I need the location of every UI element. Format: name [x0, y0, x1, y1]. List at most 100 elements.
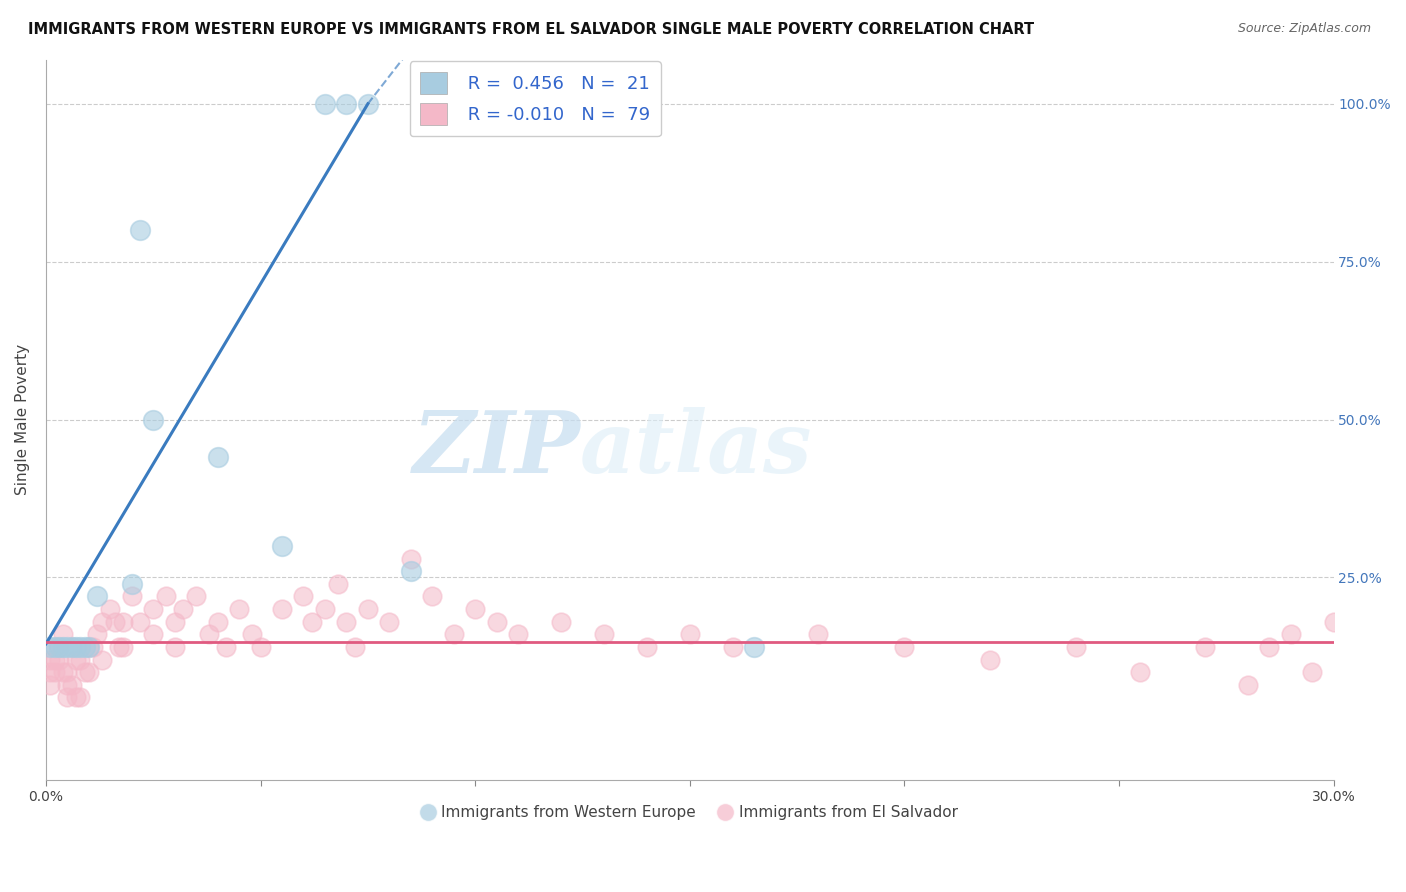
Point — [121, 577, 143, 591]
Point — [48, 640, 70, 654]
Point — [48, 652, 70, 666]
Point — [82, 640, 104, 654]
Point — [399, 551, 422, 566]
Point — [39, 652, 62, 666]
Point — [56, 665, 79, 680]
Point — [44, 640, 66, 654]
Point — [326, 577, 349, 591]
Point — [335, 96, 357, 111]
Point — [1344, 640, 1367, 654]
Point — [65, 690, 87, 705]
Point — [420, 590, 443, 604]
Point — [69, 640, 91, 654]
Point — [271, 539, 294, 553]
Point — [90, 652, 112, 666]
Point — [163, 640, 186, 654]
Point — [271, 602, 294, 616]
Point — [1322, 615, 1344, 629]
Point — [1279, 627, 1302, 641]
Point — [60, 640, 83, 654]
Point — [1365, 627, 1388, 641]
Point — [464, 602, 486, 616]
Point — [69, 690, 91, 705]
Point — [979, 652, 1001, 666]
Point — [44, 640, 66, 654]
Point — [77, 640, 100, 654]
Point — [39, 678, 62, 692]
Point — [86, 590, 108, 604]
Point — [52, 640, 75, 654]
Point — [48, 640, 70, 654]
Point — [679, 627, 702, 641]
Point — [44, 665, 66, 680]
Point — [65, 640, 87, 654]
Point — [39, 640, 62, 654]
Point — [98, 602, 121, 616]
Point — [56, 678, 79, 692]
Point — [207, 615, 229, 629]
Point — [77, 640, 100, 654]
Point — [69, 652, 91, 666]
Point — [357, 602, 380, 616]
Point — [893, 640, 915, 654]
Point — [77, 665, 100, 680]
Point — [485, 615, 508, 629]
Text: IMMIGRANTS FROM WESTERN EUROPE VS IMMIGRANTS FROM EL SALVADOR SINGLE MALE POVERT: IMMIGRANTS FROM WESTERN EUROPE VS IMMIGR… — [28, 22, 1035, 37]
Legend: Immigrants from Western Europe, Immigrants from El Salvador: Immigrants from Western Europe, Immigran… — [415, 798, 965, 826]
Point — [60, 678, 83, 692]
Point — [52, 627, 75, 641]
Point — [378, 615, 401, 629]
Point — [155, 590, 177, 604]
Point — [550, 615, 572, 629]
Point — [240, 627, 263, 641]
Point — [198, 627, 221, 641]
Point — [39, 665, 62, 680]
Point — [108, 640, 131, 654]
Point — [90, 615, 112, 629]
Point — [343, 640, 366, 654]
Point — [1301, 665, 1323, 680]
Point — [104, 615, 127, 629]
Point — [228, 602, 250, 616]
Point — [215, 640, 238, 654]
Point — [65, 652, 87, 666]
Point — [56, 690, 79, 705]
Point — [163, 615, 186, 629]
Point — [249, 640, 271, 654]
Point — [1258, 640, 1281, 654]
Point — [172, 602, 194, 616]
Text: Source: ZipAtlas.com: Source: ZipAtlas.com — [1237, 22, 1371, 36]
Point — [1194, 640, 1216, 654]
Point — [335, 615, 357, 629]
Point — [593, 627, 616, 641]
Point — [73, 640, 96, 654]
Point — [314, 602, 336, 616]
Point — [121, 590, 143, 604]
Point — [129, 223, 152, 237]
Point — [207, 450, 229, 465]
Point — [142, 412, 165, 426]
Point — [807, 627, 830, 641]
Point — [186, 590, 208, 604]
Point — [112, 615, 135, 629]
Point — [314, 96, 336, 111]
Point — [1064, 640, 1087, 654]
Text: ZIP: ZIP — [412, 407, 581, 490]
Point — [129, 615, 152, 629]
Point — [357, 96, 380, 111]
Text: atlas: atlas — [581, 407, 813, 490]
Point — [443, 627, 465, 641]
Point — [506, 627, 529, 641]
Y-axis label: Single Male Poverty: Single Male Poverty — [15, 344, 30, 495]
Point — [142, 627, 165, 641]
Point — [1236, 678, 1258, 692]
Point — [56, 640, 79, 654]
Point — [73, 665, 96, 680]
Point — [292, 590, 315, 604]
Point — [721, 640, 744, 654]
Point — [399, 564, 422, 578]
Point — [60, 640, 83, 654]
Point — [1129, 665, 1152, 680]
Point — [301, 615, 323, 629]
Point — [86, 627, 108, 641]
